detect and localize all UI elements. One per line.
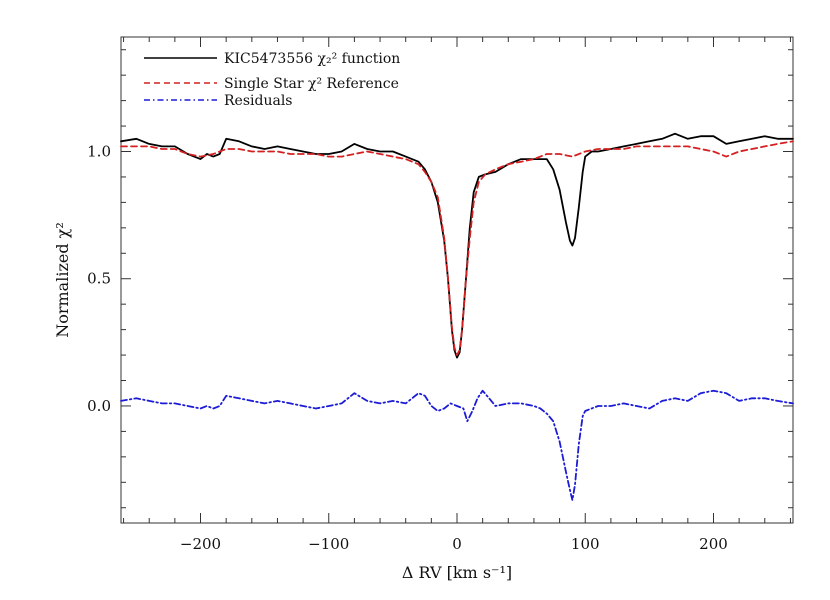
legend-label-residuals: Residuals	[224, 93, 292, 109]
series-line-single-star-reference	[120, 140, 794, 357]
series-line-residuals	[120, 389, 794, 502]
legend: KIC5473556 χ₂² function Single Star χ² R…	[144, 51, 400, 109]
x-axis-title: Δ RV [km s⁻¹]	[402, 563, 512, 582]
y-axis-title: Normalized χ²	[53, 222, 72, 338]
axis-ticks	[121, 37, 793, 523]
x-tick-label: −100	[308, 535, 349, 553]
y-tick-label: 0.0	[87, 397, 111, 415]
plot-frame	[120, 36, 794, 524]
series-line-chi2-function	[120, 132, 794, 359]
y-tick-label: 0.5	[87, 270, 111, 288]
plot-area-border	[120, 36, 794, 524]
x-tick-label: 200	[699, 535, 728, 553]
legend-label-single-star: Single Star χ² Reference	[224, 76, 399, 92]
axis-tick-labels: −200 −100 0 100 200 0.0 0.5 1.0	[87, 143, 728, 553]
y-tick-label: 1.0	[87, 143, 111, 161]
x-tick-label: −200	[180, 535, 221, 553]
x-tick-label: 0	[452, 535, 462, 553]
x-tick-label: 100	[571, 535, 600, 553]
series-lines	[120, 132, 794, 502]
legend-label-chi2-function: KIC5473556 χ₂² function	[224, 51, 400, 67]
